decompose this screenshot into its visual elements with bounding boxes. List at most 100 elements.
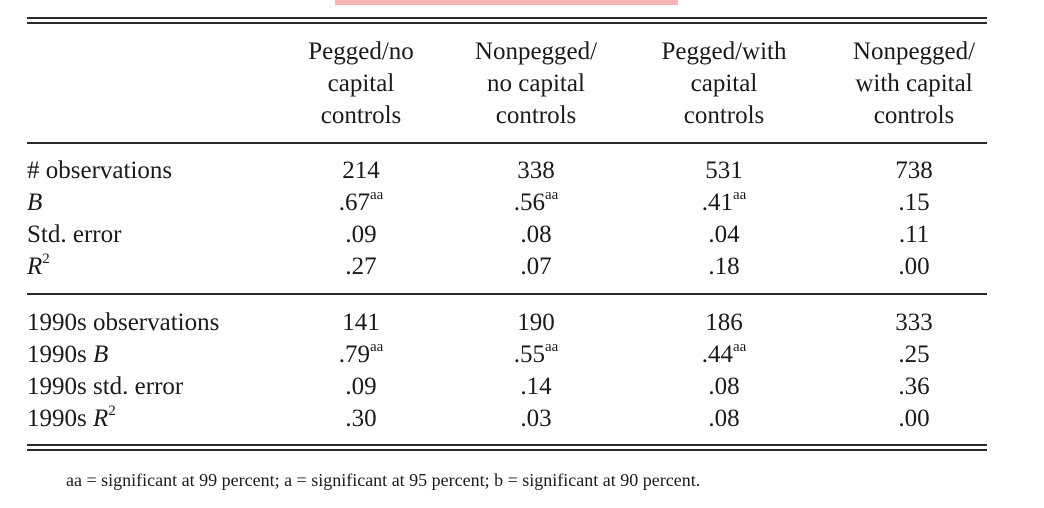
cell-value: .14	[520, 373, 552, 400]
row-label-1990s-std-error: 1990s std. error	[27, 371, 183, 403]
cell-value: .18	[708, 253, 740, 280]
table-cell: .04	[674, 219, 774, 251]
table-cell: .08	[486, 219, 586, 251]
cell-value: .56	[513, 189, 545, 216]
cell-value: .79	[338, 341, 370, 368]
table-cell: .30	[311, 403, 411, 435]
significance-marker: aa	[544, 338, 559, 355]
cell-value: .55	[513, 341, 545, 368]
top-rule-upper	[27, 17, 987, 19]
row-label-superscript: 2	[108, 402, 116, 419]
cell-value: .03	[520, 405, 552, 432]
cell-value: 738	[895, 157, 933, 184]
table-cell: .15	[864, 187, 964, 219]
row-label-std-error: Std. error	[27, 219, 121, 251]
table-footnote: aa = significant at 99 percent; a = sign…	[66, 470, 701, 490]
column-header-nonpegged-with-controls: Nonpegged/ with capital controls	[832, 36, 996, 132]
cell-value: .04	[708, 221, 740, 248]
cell-value: .08	[520, 221, 552, 248]
cell-value: 141	[342, 309, 380, 336]
cell-value: .07	[520, 253, 552, 280]
table-cell: .36	[864, 371, 964, 403]
cell-value: .44	[701, 341, 733, 368]
table-cell: .11	[864, 219, 964, 251]
top-rule-lower	[27, 22, 987, 24]
column-header-nonpegged-no-controls: Nonpegged/ no capital controls	[458, 36, 614, 132]
row-label-1990s-b: 1990s B	[27, 339, 108, 371]
cell-value: .08	[708, 405, 740, 432]
table-cell: .14	[486, 371, 586, 403]
table-cell: 738	[864, 155, 964, 187]
significance-marker: aa	[369, 186, 384, 203]
cell-value: .15	[898, 189, 930, 216]
row-label-text: 1990s	[27, 341, 93, 368]
cell-value: 214	[342, 157, 380, 184]
table-cell: .00	[864, 251, 964, 283]
significance-marker: aa	[544, 186, 559, 203]
column-header-line: controls	[683, 102, 765, 129]
column-header-pegged-with-controls: Pegged/with capital controls	[645, 36, 803, 132]
row-label-variable: B	[27, 189, 43, 216]
row-label-text: 1990s std. error	[27, 373, 184, 400]
table-cell: .08	[674, 403, 774, 435]
cell-value: .27	[345, 253, 377, 280]
table-cell: 338	[486, 155, 586, 187]
column-header-pegged-no-controls: Pegged/no capital controls	[286, 36, 436, 132]
table-cell: .44aa	[674, 339, 774, 371]
column-header-line: Pegged/with	[661, 38, 787, 65]
table-cell: .03	[486, 403, 586, 435]
cell-value: 531	[705, 157, 743, 184]
bottom-rule-lower	[27, 449, 987, 451]
table-cell: 190	[486, 307, 586, 339]
row-label-text: Std. error	[27, 221, 122, 248]
row-label-variable: R	[27, 253, 43, 280]
row-label-text: # observations	[27, 157, 173, 184]
cell-value: .36	[898, 373, 930, 400]
table-cell: .56aa	[486, 187, 586, 219]
cell-value: 333	[895, 309, 933, 336]
cell-value: .67	[338, 189, 370, 216]
bottom-rule-upper	[27, 444, 987, 446]
cell-value: .25	[898, 341, 930, 368]
row-label-b: B	[27, 187, 42, 219]
column-header-line: controls	[320, 102, 402, 129]
cell-value: 190	[517, 309, 555, 336]
column-header-line: Pegged/no	[308, 38, 414, 65]
highlight-strip	[335, 0, 678, 5]
row-label-observations: # observations	[27, 155, 172, 187]
table-cell: 531	[674, 155, 774, 187]
column-header-line: capital	[690, 70, 758, 97]
row-label-superscript: 2	[42, 250, 50, 267]
table-cell: .00	[864, 403, 964, 435]
row-label-variable: B	[92, 341, 109, 368]
cell-value: .08	[708, 373, 740, 400]
column-header-line: controls	[873, 102, 955, 129]
row-label-1990s-r-squared: 1990s R2	[27, 403, 116, 435]
table-cell: 214	[311, 155, 411, 187]
table-cell: .67aa	[311, 187, 411, 219]
significance-marker: aa	[369, 338, 384, 355]
table-cell: .79aa	[311, 339, 411, 371]
row-label-1990s-observations: 1990s observations	[27, 307, 219, 339]
column-header-line: Nonpegged/	[852, 38, 976, 65]
cell-value: 338	[517, 157, 555, 184]
row-label-text: 1990s observations	[27, 309, 220, 336]
table-cell: .09	[311, 371, 411, 403]
table-cell: .25	[864, 339, 964, 371]
column-header-line: Nonpegged/	[474, 38, 598, 65]
column-header-line: with capital	[855, 70, 973, 97]
cell-value: .09	[345, 221, 377, 248]
column-header-line: no capital	[487, 70, 585, 97]
table-cell: .18	[674, 251, 774, 283]
column-header-line: capital	[327, 70, 395, 97]
row-label-r-squared: R2	[27, 251, 50, 283]
cell-value: .30	[345, 405, 377, 432]
row-label-text: 1990s	[27, 405, 93, 432]
significance-marker: aa	[732, 186, 747, 203]
row-label-variable: R	[92, 405, 109, 432]
cell-value: .09	[345, 373, 377, 400]
cell-value: .00	[898, 253, 930, 280]
table-cell: .09	[311, 219, 411, 251]
table-cell: 186	[674, 307, 774, 339]
cell-value: .41	[701, 189, 733, 216]
